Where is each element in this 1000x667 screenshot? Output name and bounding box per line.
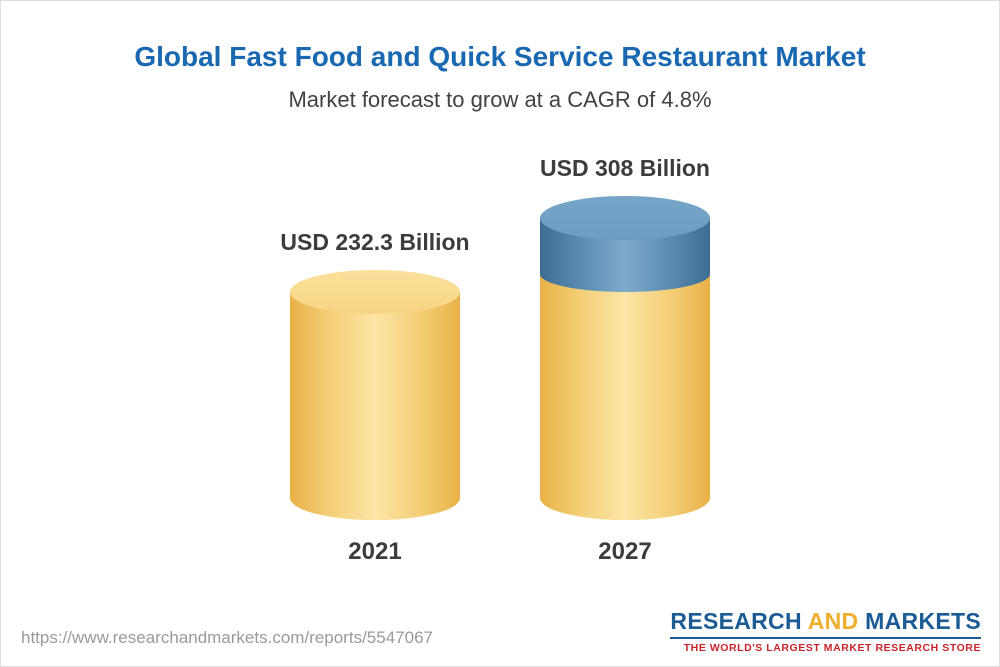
logo-wordmark: RESEARCH AND MARKETS bbox=[670, 608, 981, 635]
bar-group-2027: USD 308 Billion 2027 bbox=[540, 155, 710, 566]
bar-year-label-2027: 2027 bbox=[598, 538, 652, 565]
cylinder-top-ellipse-2021 bbox=[290, 270, 460, 315]
bar-cylinder-0 bbox=[290, 270, 460, 520]
logo-word-and: AND bbox=[807, 608, 859, 634]
chart-area: USD 232.3 Billion 2021 USD 308 Billion 2… bbox=[1, 155, 999, 566]
logo-word-research: RESEARCH bbox=[670, 608, 802, 634]
logo-divider-rule bbox=[670, 637, 981, 639]
research-and-markets-logo: RESEARCH AND MARKETS THE WORLD'S LARGEST… bbox=[670, 608, 981, 654]
report-url-text: https://www.researchandmarkets.com/repor… bbox=[21, 628, 433, 647]
cylinder-segment-2021-gold bbox=[290, 292, 460, 520]
logo-word-markets: MARKETS bbox=[865, 608, 981, 634]
bar-value-label-2021: USD 232.3 Billion bbox=[280, 229, 470, 256]
cylinder-segment-2027-gold bbox=[540, 274, 710, 520]
bar-cylinder-1 bbox=[540, 196, 710, 520]
page-subtitle: Market forecast to grow at a CAGR of 4.8… bbox=[288, 87, 712, 112]
page-title: Global Fast Food and Quick Service Resta… bbox=[134, 41, 866, 72]
bar-group-2021: USD 232.3 Billion 2021 bbox=[280, 229, 469, 566]
logo-tagline: THE WORLD'S LARGEST MARKET RESEARCH STOR… bbox=[683, 642, 981, 654]
cylinder-top-ellipse-2027 bbox=[540, 196, 710, 241]
bar-value-label-2027: USD 308 Billion bbox=[540, 155, 710, 182]
bar-year-label-2021: 2021 bbox=[348, 538, 402, 565]
